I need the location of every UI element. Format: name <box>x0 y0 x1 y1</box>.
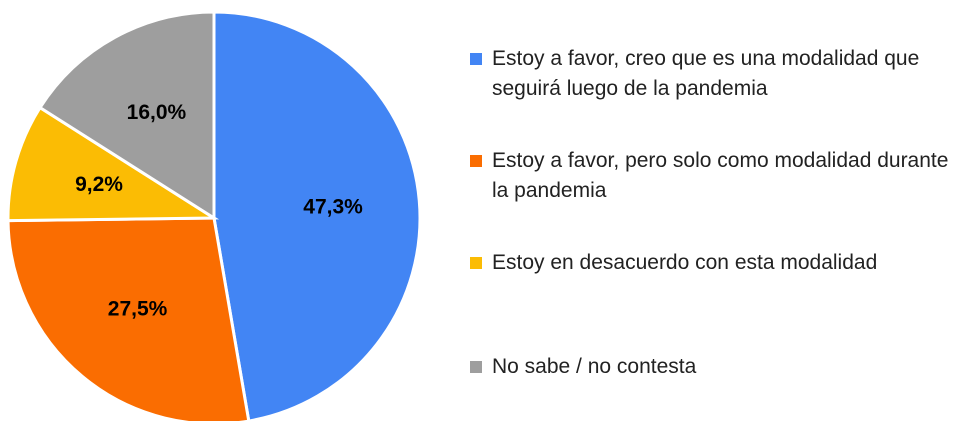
pie-slice <box>6 105 220 223</box>
pie-slice <box>37 10 216 221</box>
data-label: 9,2% <box>75 173 123 196</box>
legend-swatch <box>470 155 482 167</box>
pie-slice <box>212 10 422 421</box>
legend-label: Estoy en desacuerdo con esta modalidad <box>492 251 878 274</box>
pie: 47,3% 27,5% 9,2% 16,0% <box>6 10 422 421</box>
legend-label: Estoy a favor, creo que es una modalidad… <box>492 47 920 100</box>
legend-item: Estoy en desacuerdo con esta modalidad <box>470 248 960 278</box>
data-label: 27,5% <box>108 297 168 320</box>
legend-swatch <box>470 257 482 269</box>
data-label: 16,0% <box>127 101 187 124</box>
legend-item: Estoy a favor, creo que es una modalidad… <box>470 44 960 104</box>
legend-label: No sabe / no contesta <box>492 355 697 378</box>
legend-swatch <box>470 53 482 65</box>
legend-label: Estoy a favor, pero solo como modalidad … <box>492 149 949 202</box>
pie-slice <box>6 216 251 421</box>
legend-item: No sabe / no contesta <box>470 352 960 382</box>
data-label: 47,3% <box>303 195 363 218</box>
legend-swatch <box>470 361 482 373</box>
legend-item: Estoy a favor, pero solo como modalidad … <box>470 146 960 206</box>
